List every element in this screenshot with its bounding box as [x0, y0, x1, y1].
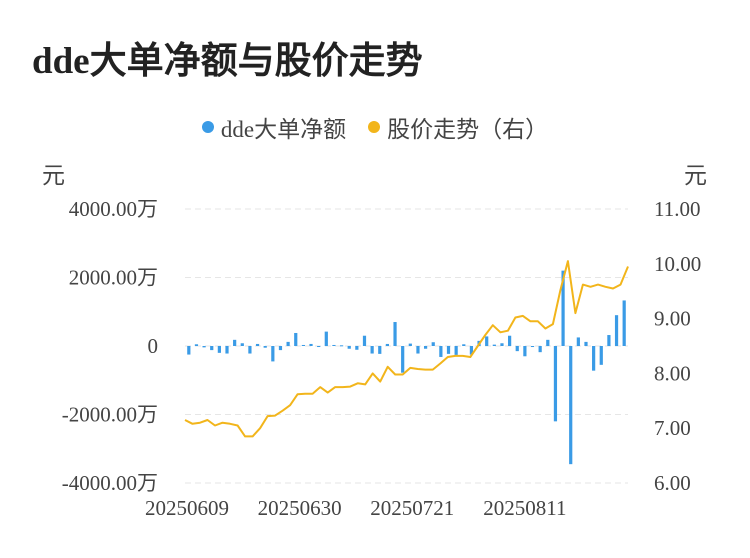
left-tick-label: 2000.00万: [69, 266, 158, 290]
dde-bar: [500, 343, 504, 346]
dde-bar: [401, 346, 405, 373]
dde-bar: [614, 315, 619, 346]
dde-bar: [592, 346, 596, 371]
x-tick-label: 20250609: [145, 496, 229, 520]
dde-bar: [355, 346, 359, 350]
dde-bar: [187, 346, 191, 355]
legend-label-dde: dde大单净额: [220, 117, 347, 142]
dde-bar: [485, 336, 489, 346]
dde-bar: [416, 346, 420, 354]
legend-item-dde[interactable]: dde大单净额: [201, 110, 347, 144]
dde-bar: [546, 339, 550, 346]
dde-bar: [339, 345, 344, 347]
dde-bar: [569, 346, 573, 465]
dde-bar: [233, 339, 237, 346]
left-axis-unit: 元: [42, 163, 65, 188]
dde-bar: [393, 322, 397, 346]
right-tick-label: 8.00: [654, 361, 691, 385]
page-title: dde大单净额与股价走势: [32, 41, 423, 82]
left-tick-label: 0: [148, 334, 159, 358]
dde-bar: [431, 342, 435, 346]
dde-bar: [462, 344, 466, 346]
chart-legend: dde大单净额 股价走势（右）: [0, 110, 750, 144]
dde-bar: [225, 346, 229, 354]
dde-bar: [561, 270, 565, 346]
dde-bar: [263, 346, 267, 348]
dde-bar: [324, 331, 328, 346]
dde-bar: [317, 346, 321, 348]
dde-bar: [378, 346, 382, 354]
x-tick-label: 20250721: [370, 496, 454, 520]
dde-bar: [217, 346, 221, 353]
right-tick-label: 7.00: [654, 416, 691, 440]
dde-bar: [599, 346, 603, 365]
left-tick-label: 4000.00万: [69, 197, 158, 221]
dde-bar: [553, 346, 558, 422]
dde-bar: [294, 332, 298, 346]
dde-bar: [538, 346, 542, 353]
dde-bar: [515, 346, 519, 352]
dde-bar: [370, 346, 374, 354]
dde-bar: [622, 300, 626, 346]
x-tick-label: 20250630: [258, 496, 342, 520]
dde-bar: [492, 344, 496, 346]
dde-bar: [255, 343, 260, 346]
legend-dot-price: [368, 121, 381, 133]
dde-bar: [523, 346, 527, 357]
dde-bar: [248, 346, 252, 354]
dde-bar: [194, 344, 199, 346]
dde-bar: [607, 335, 611, 346]
dde-bar: [301, 344, 305, 346]
dde-bar: [446, 346, 451, 354]
legend-label-price: 股价走势（右）: [387, 117, 549, 142]
dde-bar: [508, 335, 512, 346]
dde-bar: [584, 341, 588, 346]
right-tick-label: 9.00: [654, 307, 691, 331]
right-tick-label: 10.00: [654, 252, 701, 276]
dde-bar: [362, 335, 367, 346]
legend-item-price[interactable]: 股价走势（右）: [368, 110, 548, 144]
legend-dot-dde: [201, 121, 214, 133]
dde-bar: [309, 343, 313, 346]
dde-bar: [286, 341, 290, 346]
right-tick-label: 11.00: [654, 197, 700, 221]
price-line: [184, 260, 629, 438]
dde-bar: [469, 346, 474, 355]
dde-bar: [271, 346, 275, 362]
dde-bar: [530, 346, 535, 348]
dde-bar: [202, 346, 206, 348]
left-tick-label: -2000.00万: [62, 403, 158, 427]
dde-bar: [408, 343, 412, 346]
right-axis-unit: 元: [684, 163, 707, 188]
dde-bar: [278, 346, 283, 351]
left-tick-label: -4000.00万: [62, 471, 158, 495]
dde-bar: [385, 343, 390, 346]
right-tick-label: 6.00: [654, 471, 691, 495]
dde-bar: [454, 346, 458, 355]
dde-bar: [332, 344, 336, 346]
dde-bar: [439, 346, 443, 357]
dde-bar: [347, 346, 351, 349]
dde-bar: [423, 346, 428, 349]
dde-bar: [576, 337, 580, 346]
x-tick-label: 20250811: [483, 496, 566, 520]
dde-bar: [210, 346, 214, 351]
dde-bar: [240, 343, 244, 346]
